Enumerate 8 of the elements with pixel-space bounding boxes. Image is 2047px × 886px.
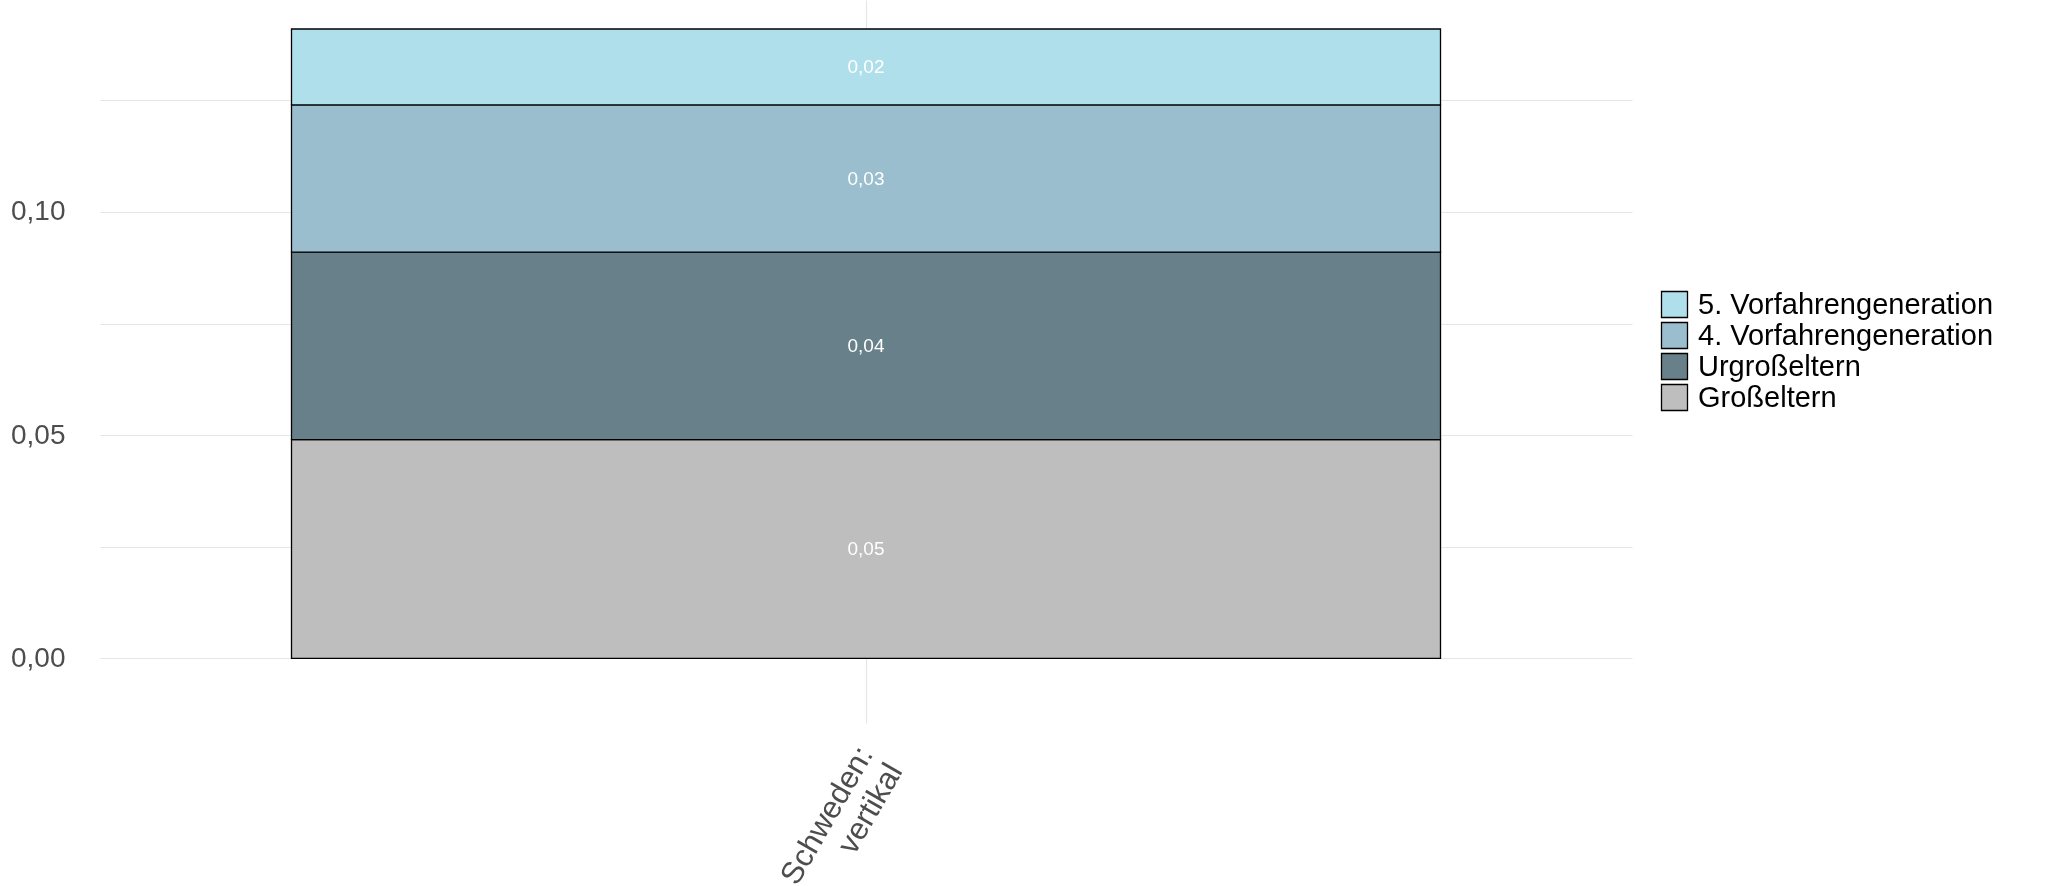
y-tick-label: 0,00	[11, 641, 66, 673]
data-label: 0,05	[847, 537, 885, 559]
legend-label: 5. Vorfahrengeneration	[1698, 287, 1994, 320]
data-label: 0,02	[847, 55, 885, 77]
data-label: 0,04	[847, 334, 885, 356]
y-tick-label: 0,05	[11, 418, 66, 450]
y-tick-label: 0,10	[11, 195, 66, 227]
data-label: 0,03	[847, 167, 885, 189]
